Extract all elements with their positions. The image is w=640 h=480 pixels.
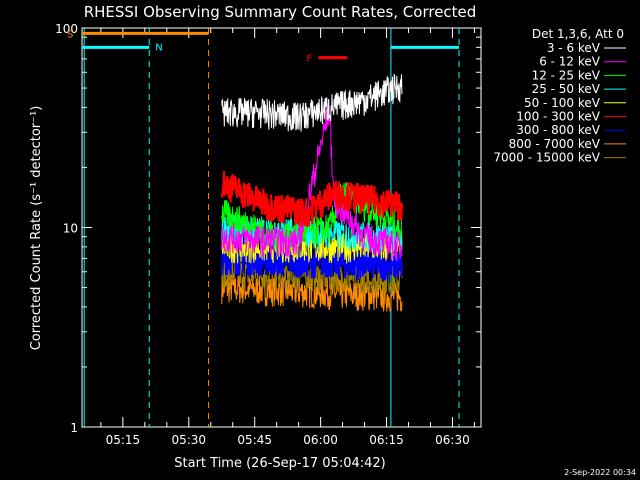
- legend-entry-label: 7000 - 15000 keV: [493, 151, 600, 165]
- legend-entry-label: 6 - 12 keV: [539, 55, 601, 69]
- legend-entry-label: 800 - 7000 keV: [509, 137, 601, 151]
- state-bar-label: N: [155, 42, 162, 53]
- state-bars: S N F: [67, 29, 460, 65]
- x-tick-label: 06:00: [303, 433, 338, 447]
- y-tick-label: 10: [63, 222, 78, 236]
- legend-entry-label: 25 - 50 keV: [532, 82, 601, 96]
- legend-header: Det 1,3,6, Att 0: [532, 27, 624, 41]
- series-line: [221, 73, 403, 132]
- y-axis-label: Corrected Count Rate (s⁻¹ detector⁻¹): [29, 106, 44, 351]
- series-line: [221, 101, 403, 262]
- x-tick-label: 06:30: [435, 433, 470, 447]
- y-tick-label: 100: [55, 22, 78, 36]
- x-axis-label: Start Time (26-Sep-17 05:04:42): [174, 456, 385, 471]
- legend-entry-label: 300 - 800 keV: [516, 123, 600, 137]
- legend-entry-label: 12 - 25 keV: [532, 68, 601, 82]
- chart-title: RHESSI Observing Summary Count Rates, Co…: [84, 3, 477, 21]
- legend-entry-label: 50 - 100 keV: [524, 96, 601, 110]
- footer-timestamp: 2-Sep-2022 00:34: [564, 468, 636, 477]
- x-tick-label: 06:15: [369, 433, 404, 447]
- legend-entry-label: 3 - 6 keV: [547, 41, 601, 55]
- series-line: [220, 170, 403, 228]
- legend-entry-label: 100 - 300 keV: [516, 110, 600, 124]
- y-tick-label: 1: [70, 421, 78, 435]
- state-bar-label: F: [306, 54, 312, 65]
- vertical-markers: [83, 28, 460, 427]
- state-bar-label: S: [67, 29, 73, 40]
- x-tick-label: 05:15: [106, 433, 141, 447]
- series-line: [220, 245, 403, 281]
- series-lines: [220, 73, 403, 313]
- x-tick-label: 05:30: [171, 433, 206, 447]
- plot-axes: 1 10 100 05:15 05:30 05:45 06:00 06:15 06:30: [55, 22, 482, 447]
- x-tick-label: 05:45: [237, 433, 272, 447]
